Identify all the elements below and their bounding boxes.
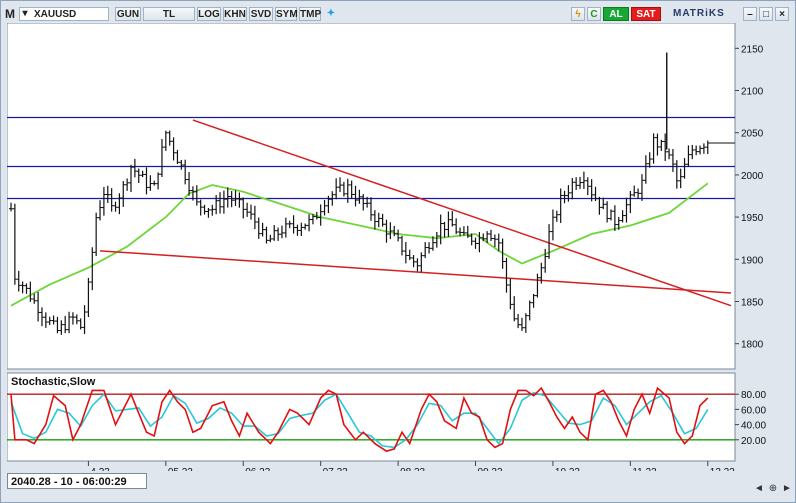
buy-button[interactable]: AL <box>603 7 629 21</box>
sym-button[interactable]: SYM <box>275 7 298 21</box>
time-axis-tick-label: 12.23 <box>710 467 735 471</box>
twitter-icon[interactable]: ✦ <box>326 8 336 19</box>
log-button[interactable]: LOG <box>197 7 221 21</box>
maximize-icon[interactable]: □ <box>759 7 773 21</box>
lightning-icon[interactable]: ϟ <box>571 7 585 21</box>
price-panel-background <box>7 23 736 370</box>
time-axis-tick-label: 07.23 <box>323 467 348 471</box>
price-y-tick-label: 1950 <box>741 213 764 224</box>
time-axis-tick-label: 4.23 <box>90 467 110 471</box>
sell-button[interactable]: SAT <box>631 7 661 21</box>
currency-button-tl[interactable]: TL <box>143 7 195 21</box>
price-bars <box>9 52 735 335</box>
time-axis-tick-label: 06.23 <box>245 467 270 471</box>
stochastic-y-axis: 20.00 40.00 60.00 80.00 <box>735 390 766 447</box>
symbol-box[interactable]: XAUUSD <box>19 7 109 21</box>
stochastic-k-line <box>10 386 709 453</box>
zoom-icon[interactable]: ⊕ <box>768 483 778 494</box>
symbol-label: XAUUSD <box>34 9 77 20</box>
stochastic-y-tick-label: 20.00 <box>741 436 766 447</box>
stochastic-y-tick-label: 40.00 <box>741 421 766 432</box>
close-icon[interactable]: × <box>775 7 789 21</box>
brand-logo: MATRiKS <box>673 8 725 19</box>
time-axis-tick-label: 05.23 <box>168 467 193 471</box>
minimize-icon[interactable]: – <box>743 7 757 21</box>
refresh-icon[interactable]: C <box>587 7 601 21</box>
price-y-tick-label: 2000 <box>741 171 764 182</box>
time-axis: 4.23 05.23 06.23 07.23 08.23 09.23 10.23 11.23 1… <box>87 461 735 471</box>
stochastic-panel-background <box>7 372 736 462</box>
price-y-tick-label: 1850 <box>741 297 764 308</box>
nav-back-icon[interactable]: ◄ <box>754 483 764 494</box>
period-button-gun[interactable]: GUN <box>115 7 141 21</box>
cursor-readout: 2040.28 - 10 - 06:00:29 <box>7 473 147 489</box>
moving-average-path <box>10 182 709 307</box>
nav-forward-icon[interactable]: ► <box>782 483 792 494</box>
moving-average-line <box>10 182 709 307</box>
symbol-dropdown-icon[interactable]: ▾ <box>22 8 28 19</box>
stochastic-y-tick-label: 60.00 <box>741 405 766 416</box>
time-axis-tick-label: 09.23 <box>478 467 503 471</box>
time-axis-tick-label: 08.23 <box>400 467 425 471</box>
time-axis-tick-label: 10.23 <box>555 467 580 471</box>
tmp-button[interactable]: TMP <box>299 7 322 21</box>
price-y-tick-label: 2050 <box>741 129 764 140</box>
svd-button[interactable]: SVD <box>249 7 273 21</box>
chart-area: 1800 1850 1900 1950 2000 2050 2100 2150 Stochas… <box>7 23 766 471</box>
khn-button[interactable]: KHN <box>223 7 247 21</box>
trend-line-1 <box>99 250 732 294</box>
trend-line-0 <box>192 119 732 307</box>
price-y-tick-label: 2100 <box>741 87 764 98</box>
price-y-axis: 1800 1850 1900 1950 2000 2050 2100 2150 <box>735 44 764 351</box>
trend-lines <box>99 119 732 307</box>
stochastic-y-tick-label: 80.00 <box>741 390 766 401</box>
time-axis-tick-label: 11.23 <box>632 467 657 471</box>
stochastic-series <box>10 386 709 453</box>
app-letter: M <box>5 7 15 21</box>
price-y-tick-label: 1800 <box>741 340 764 351</box>
price-y-tick-label: 2150 <box>741 44 764 55</box>
stochastic-title: Stochastic,Slow <box>11 376 96 388</box>
price-y-tick-label: 1900 <box>741 255 764 266</box>
